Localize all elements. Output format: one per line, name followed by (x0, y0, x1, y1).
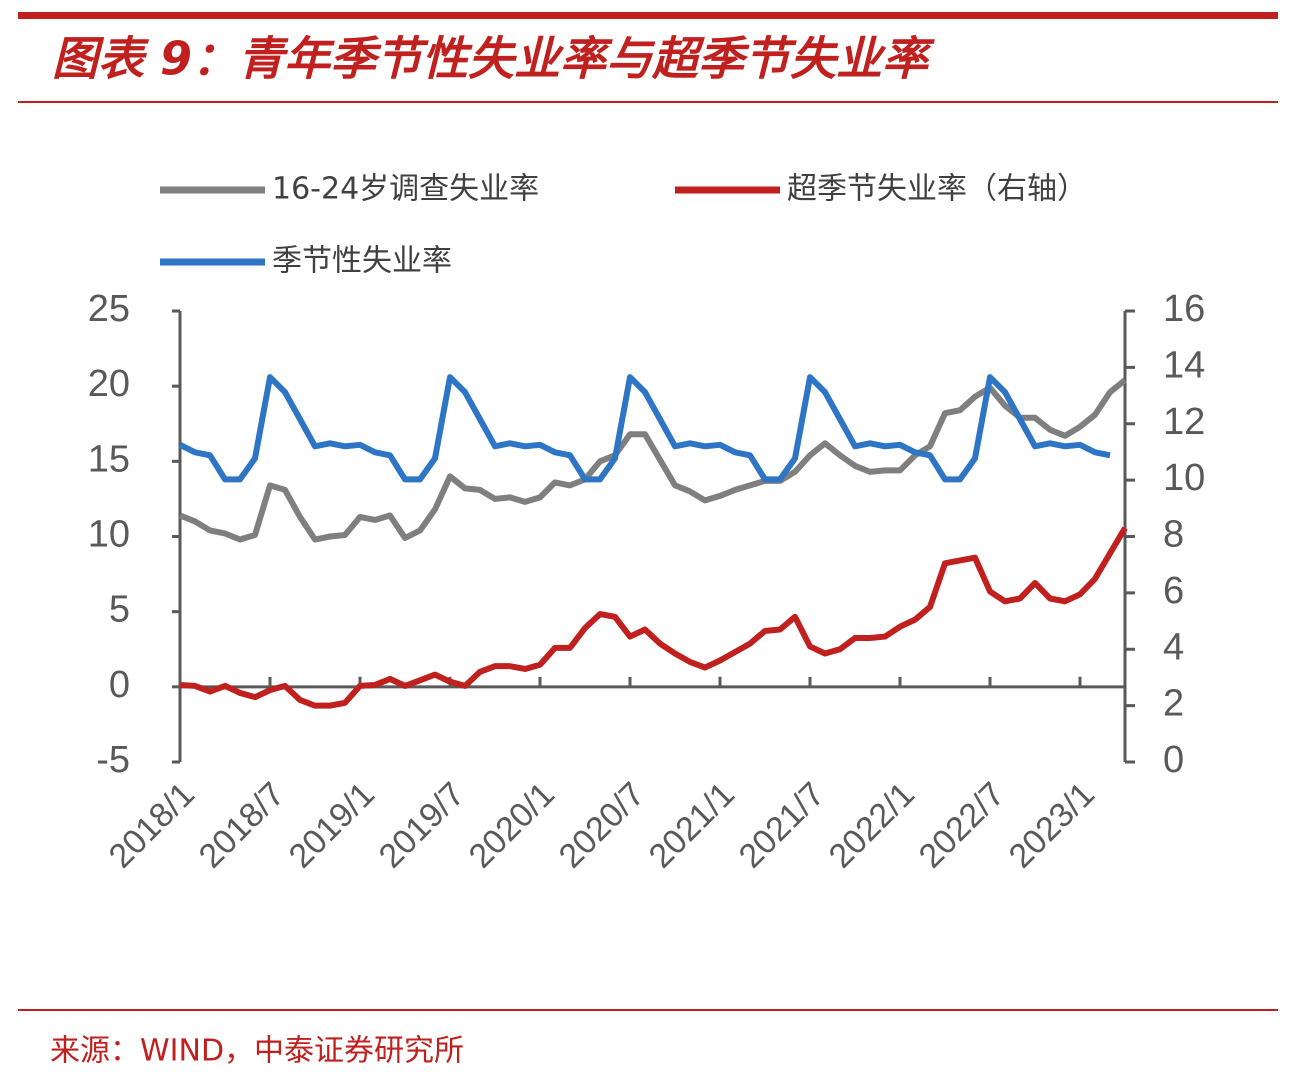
y-tick-label: 15 (88, 438, 130, 480)
y-tick-label: 20 (88, 363, 130, 405)
legend-label: 16-24岁调查失业率 (272, 172, 539, 207)
legend-label: 季节性失业率 (272, 244, 452, 279)
x-tick-label: 2022/7 (912, 775, 1012, 875)
x-tick-label: 2018/7 (192, 775, 292, 875)
y-tick-label: 0 (109, 664, 130, 706)
x-tick-label: 2018/1 (102, 775, 202, 875)
x-tick-label: 2019/1 (282, 775, 382, 875)
y2-tick-label: 12 (1163, 401, 1205, 443)
x-tick-label: 2021/1 (642, 775, 742, 875)
legend-label: 超季节失业率（右轴） (787, 172, 1087, 207)
series-line (178, 374, 1111, 483)
y2-tick-label: 8 (1163, 514, 1184, 556)
y-tick-label: 5 (109, 589, 130, 631)
y2-tick-label: 16 (1163, 288, 1205, 330)
top-rule (18, 12, 1278, 19)
series-line (178, 377, 1127, 543)
y2-tick-label: 10 (1163, 457, 1205, 499)
y-tick-label: -5 (96, 739, 130, 781)
chart-title: 图表 9：青年季节性失业率与超季节失业率 (52, 32, 935, 86)
y2-tick-label: 2 (1163, 683, 1184, 725)
x-tick-label: 2023/1 (1002, 775, 1102, 875)
x-tick-label: 2019/7 (372, 775, 472, 875)
x-tick-label: 2020/7 (552, 775, 652, 875)
y2-tick-label: 0 (1163, 739, 1184, 781)
x-tick-label: 2022/1 (822, 775, 922, 875)
series-line (179, 526, 1128, 709)
y-tick-label: 25 (88, 288, 130, 330)
y2-tick-label: 4 (1163, 626, 1184, 668)
source: 来源：WIND，中泰证券研究所 (50, 1034, 464, 1069)
y2-tick-label: 6 (1163, 570, 1184, 612)
y-tick-label: 10 (88, 514, 130, 556)
y2-tick-label: 14 (1163, 344, 1205, 386)
x-tick-label: 2021/7 (732, 775, 832, 875)
x-tick-label: 2020/1 (462, 775, 562, 875)
